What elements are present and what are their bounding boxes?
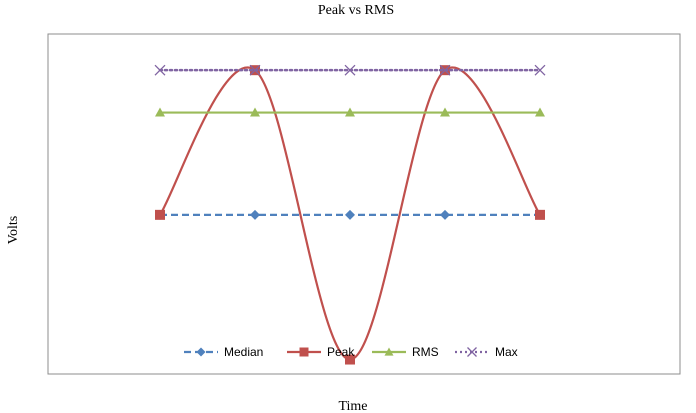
legend-item-median: Median [184,345,263,359]
point-rms-3 [345,107,355,117]
legend-label-peak: Peak [327,345,355,359]
point-peak-1 [155,209,165,220]
legend-marker-median [196,347,206,357]
series-rms [155,107,545,117]
legend: Median Peak RMS Max [184,345,518,359]
point-rms-5 [535,107,545,117]
legend-item-peak: Peak [287,345,355,359]
point-median-3 [345,209,355,220]
legend-label-median: Median [224,345,263,359]
point-rms-2 [250,107,260,117]
legend-marker-peak [299,347,309,357]
legend-marker-max [467,347,477,357]
point-max-2 [249,64,261,76]
point-max-4 [439,64,451,76]
legend-marker-rms [384,347,394,356]
y-axis-label: Volts [6,216,21,245]
point-max-5 [534,64,546,76]
point-peak-5 [535,209,545,220]
legend-item-rms: RMS [372,345,439,359]
series-max [154,64,546,76]
x-axis-label: Time [338,399,367,413]
point-rms-4 [440,107,450,117]
plot-area-frame [47,33,681,375]
legend-item-max: Max [455,345,518,359]
point-rms-1 [155,107,165,117]
point-max-3 [344,64,356,76]
legend-label-max: Max [495,345,518,359]
series-layer [154,64,546,365]
point-max-1 [154,64,166,76]
chart-title: Peak vs RMS [318,3,394,18]
legend-label-rms: RMS [412,345,439,359]
point-peak-3 [345,354,355,365]
point-median-4 [440,209,450,220]
point-median-2 [250,209,260,220]
